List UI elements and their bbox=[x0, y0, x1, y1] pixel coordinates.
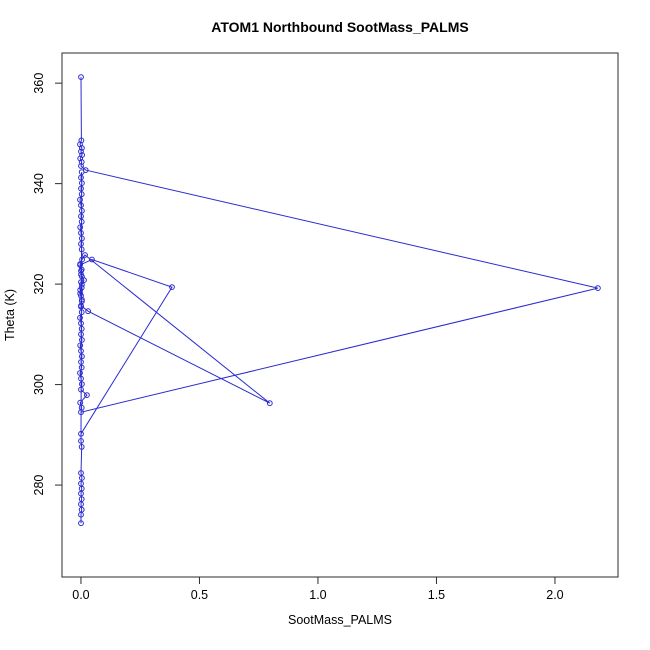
chart-title: ATOM1 Northbound SootMass_PALMS bbox=[211, 19, 468, 35]
data-point bbox=[78, 511, 84, 518]
data-point bbox=[78, 386, 84, 393]
data-point bbox=[78, 302, 84, 309]
data-point bbox=[78, 148, 84, 155]
data-point bbox=[77, 370, 83, 376]
data-point bbox=[266, 400, 273, 407]
data-point bbox=[78, 364, 85, 371]
data-point bbox=[78, 185, 84, 192]
data-point bbox=[78, 74, 84, 80]
data-point bbox=[78, 348, 84, 354]
y-tick-label: 320 bbox=[32, 274, 46, 295]
data-point bbox=[78, 490, 84, 497]
data-point bbox=[78, 230, 84, 236]
data-point bbox=[78, 218, 85, 225]
data-point bbox=[78, 520, 84, 527]
axes-layer: 0.0 0.5 1.0 1.5 2.0 280 300 320 340 360 bbox=[32, 52, 619, 602]
data-point bbox=[77, 342, 84, 349]
data-point bbox=[82, 252, 88, 258]
data-point bbox=[78, 268, 84, 274]
data-point bbox=[79, 337, 85, 343]
series-layer bbox=[77, 74, 601, 527]
y-tick-label: 280 bbox=[32, 475, 46, 496]
data-point bbox=[78, 404, 85, 411]
data-point bbox=[78, 246, 85, 253]
data-point bbox=[79, 273, 85, 280]
data-point bbox=[79, 353, 85, 360]
y-tick-label: 300 bbox=[32, 374, 46, 395]
data-point bbox=[78, 213, 84, 220]
data-point bbox=[78, 169, 85, 176]
data-point bbox=[78, 279, 84, 286]
x-tick-label: 2.0 bbox=[546, 588, 563, 602]
data-point bbox=[78, 438, 84, 444]
data-point bbox=[79, 281, 85, 288]
series-line bbox=[79, 77, 599, 524]
data-point bbox=[78, 359, 84, 365]
data-point bbox=[78, 320, 84, 327]
data-point bbox=[79, 235, 85, 242]
y-tick-label: 360 bbox=[32, 73, 46, 94]
data-point bbox=[78, 375, 84, 382]
data-point bbox=[78, 174, 84, 181]
data-point bbox=[78, 159, 85, 165]
data-point bbox=[77, 262, 83, 268]
data-point bbox=[78, 191, 85, 198]
data-point bbox=[77, 290, 84, 297]
data-point bbox=[77, 399, 84, 406]
x-axis-label: SootMass_PALMS bbox=[288, 613, 392, 627]
data-point bbox=[78, 331, 84, 338]
data-point bbox=[78, 284, 85, 291]
data-point bbox=[79, 296, 85, 303]
data-point bbox=[78, 202, 84, 209]
x-tick-label: 0.5 bbox=[191, 588, 208, 602]
data-point bbox=[79, 180, 85, 187]
data-point bbox=[77, 314, 83, 321]
x-tick-label: 1.5 bbox=[428, 588, 445, 602]
data-point bbox=[89, 256, 95, 263]
data-point bbox=[78, 325, 85, 332]
x-tick-label: 1.0 bbox=[309, 588, 326, 602]
data-point bbox=[79, 207, 85, 214]
data-point bbox=[85, 308, 91, 315]
data-point bbox=[77, 155, 84, 162]
data-point bbox=[79, 381, 85, 388]
data-point bbox=[79, 145, 85, 151]
data-point bbox=[78, 444, 85, 450]
data-point bbox=[84, 392, 90, 399]
data-point bbox=[78, 309, 85, 316]
data-point bbox=[78, 430, 84, 437]
x-tick-label: 0.0 bbox=[72, 588, 89, 602]
data-point bbox=[169, 284, 175, 291]
data-point bbox=[78, 241, 84, 247]
data-point bbox=[595, 285, 601, 292]
y-axis-label: Theta (K) bbox=[3, 289, 17, 341]
data-point bbox=[78, 163, 84, 169]
data-point bbox=[78, 501, 84, 508]
data-point bbox=[79, 475, 85, 481]
data-point bbox=[79, 256, 85, 263]
data-point bbox=[77, 224, 84, 231]
data-point bbox=[77, 196, 83, 203]
plot-box bbox=[61, 52, 619, 578]
y-tick-label: 340 bbox=[32, 173, 46, 194]
